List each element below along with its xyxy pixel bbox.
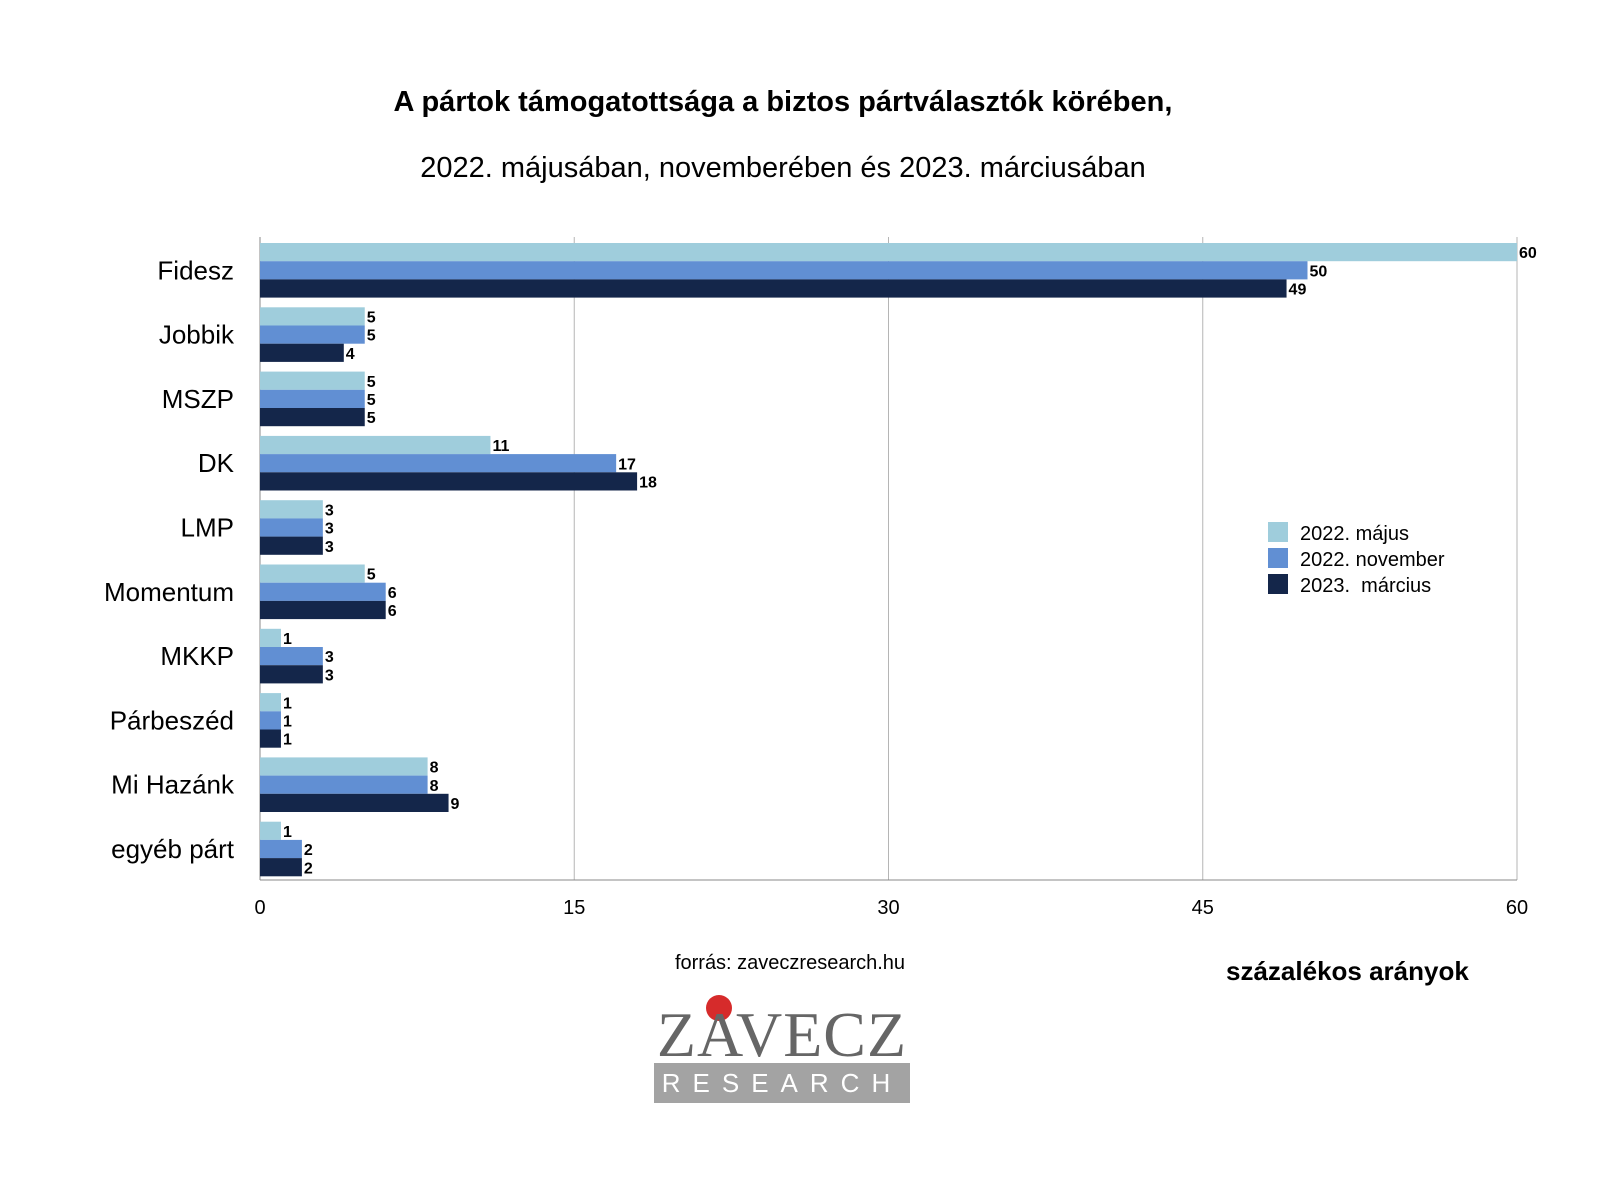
bar [260,279,1287,298]
legend-label: 2022. május [1300,523,1409,545]
data-label: 1 [283,714,292,731]
legend-swatch [1268,522,1288,542]
bar [260,536,323,555]
bar [260,454,617,473]
category-label: Jobbik [159,320,235,350]
bar [260,371,365,390]
chart-title: A pártok támogatottsága a biztos pártvál… [393,86,1173,118]
data-label: 2 [304,860,313,877]
data-label: 5 [367,310,376,327]
bar [260,793,449,812]
zavecz-logo: ZAVECZ RESEARCH [654,995,910,1105]
data-label: 11 [492,438,509,455]
data-label: 60 [1519,245,1537,262]
x-tick-label: 15 [563,897,585,919]
bar [260,389,365,408]
data-label: 1 [283,732,292,749]
bar [260,435,491,455]
x-tick-label: 45 [1192,897,1214,919]
x-tick-label: 0 [254,897,265,919]
category-label: MKKP [160,641,234,671]
source-text: forrás: zaveczresearch.hu [674,952,906,974]
bar-chart: 0 15 30 45 60Fidesz605049Jobbik554MSZP555DK1… [104,237,1537,919]
data-label: 5 [367,392,376,409]
bar [260,307,365,326]
bar [260,472,638,491]
x-tick-label: 30 [877,897,899,919]
legend-swatch [1268,548,1288,568]
legend-label: 2023. március [1300,575,1431,597]
data-label: 5 [367,410,376,427]
data-label: 8 [430,760,439,777]
data-label: 50 [1310,263,1328,280]
data-label: 6 [388,585,397,602]
data-label: 49 [1289,282,1307,299]
category-label: Párbeszéd [110,705,234,735]
data-label: 1 [283,695,292,712]
logo-subtitle: RESEARCH [654,1063,910,1103]
bar [260,243,1517,262]
data-label: 4 [346,346,355,363]
bar [260,408,365,427]
data-label: 5 [367,374,376,391]
bar [260,757,428,776]
bar [260,775,428,794]
data-label: 1 [283,824,292,841]
data-label: 3 [325,649,334,666]
category-label: LMP [181,513,234,543]
data-label: 5 [367,328,376,345]
bar [260,582,386,601]
data-label: 17 [618,456,636,473]
category-label: Momentum [104,577,234,607]
bar [260,665,323,684]
bar [260,729,281,748]
data-label: 3 [325,502,334,519]
x-axis-label: százalékos arányok [1226,956,1469,986]
bar [260,711,281,730]
data-label: 3 [325,539,334,556]
bar [260,858,302,877]
x-tick-label: 60 [1506,897,1528,919]
data-label: 3 [325,667,334,684]
category-label: egyéb párt [111,834,235,864]
bar [260,628,281,647]
bar [260,500,323,519]
data-label: 8 [430,778,439,795]
legend-label: 2022. november [1300,549,1445,571]
bar [260,343,344,362]
chart-subtitle: 2022. májusában, novemberében és 2023. m… [420,152,1146,184]
data-label: 6 [388,603,397,620]
logo-word: ZAVECZ [656,999,908,1070]
category-label: MSZP [162,384,234,414]
bar [260,647,323,666]
logo-red-dot [706,995,732,1021]
bar [260,564,365,583]
category-label: Mi Hazánk [111,770,235,800]
data-label: 5 [367,567,376,584]
data-label: 2 [304,842,313,859]
bar [260,325,365,344]
category-label: DK [198,448,235,478]
bar [260,839,302,859]
data-label: 1 [283,631,292,648]
bar [260,693,281,712]
legend-swatch [1268,574,1288,594]
data-label: 9 [451,796,460,813]
bar [260,821,281,840]
category-label: Fidesz [157,255,234,285]
bar [260,600,386,620]
bar [260,518,323,537]
data-label: 3 [325,521,334,538]
bar [260,261,1308,280]
data-label: 18 [639,475,657,492]
